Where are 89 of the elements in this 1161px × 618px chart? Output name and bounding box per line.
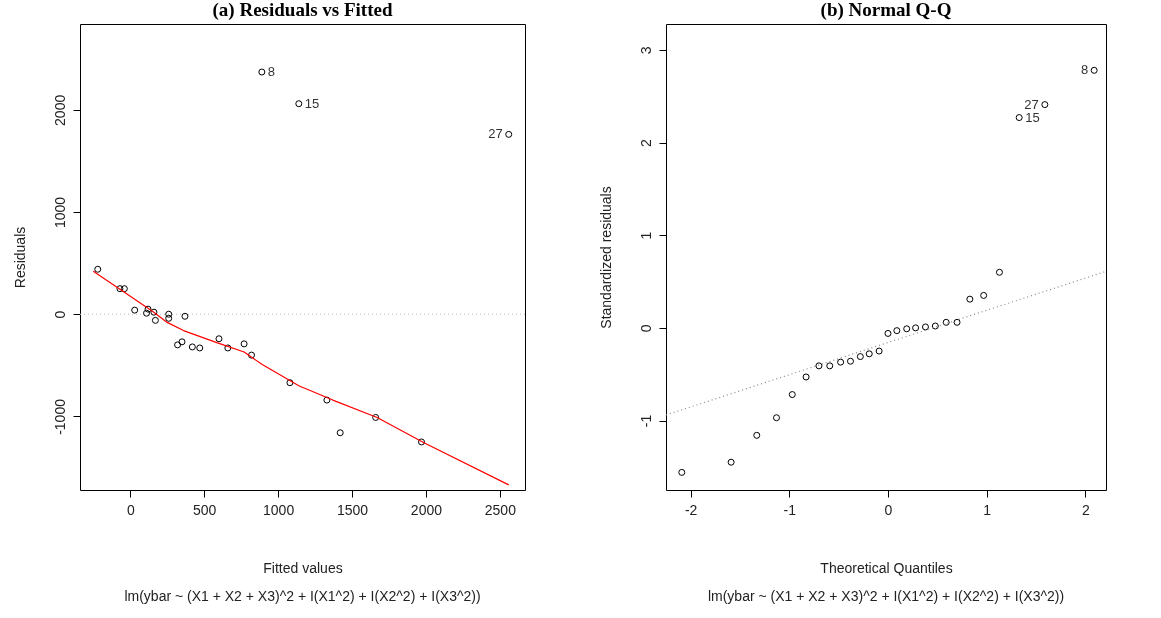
point xyxy=(215,335,223,343)
point xyxy=(94,265,102,273)
point xyxy=(815,362,823,370)
point xyxy=(980,291,988,299)
annotation: 8 xyxy=(267,64,276,80)
point xyxy=(1015,114,1023,122)
y-tick-label: 1 xyxy=(637,231,654,240)
point xyxy=(772,414,780,422)
point xyxy=(865,350,873,358)
x-tick-label: 1500 xyxy=(336,501,369,518)
annotation: 15 xyxy=(304,95,320,111)
y-tick-label: 0 xyxy=(637,324,654,333)
point xyxy=(120,285,128,293)
point xyxy=(174,341,182,349)
point xyxy=(826,362,834,370)
point xyxy=(336,429,344,437)
x-tick-label: 500 xyxy=(193,501,217,518)
y-axis-title: Residuals xyxy=(11,226,28,289)
y-tick-label: 0 xyxy=(51,310,68,319)
y-tick-label: 2 xyxy=(637,138,654,147)
x-tick-label: -1 xyxy=(783,501,797,518)
point xyxy=(116,285,124,293)
point xyxy=(372,413,380,421)
point xyxy=(995,268,1003,276)
text: lm(ybar ~ (X1 + X2 + X3)^2 + I(X1^2) + I(X2^2) + I(X3^2)) xyxy=(124,588,481,604)
chart-title: (b) Normal Q-Q xyxy=(820,0,952,21)
point xyxy=(802,373,810,381)
text: lm(ybar ~ (X1 + X2 + X3)^2 + I(X1^2) + I(X2^2) + I(X3^2)) xyxy=(707,588,1065,604)
y-tick-label: -1 xyxy=(637,414,654,428)
point xyxy=(418,438,426,446)
point xyxy=(942,318,950,326)
point xyxy=(678,468,686,476)
point xyxy=(893,327,901,335)
y-tick-label: 1000 xyxy=(51,196,68,229)
point xyxy=(727,458,735,466)
point xyxy=(248,351,255,359)
point xyxy=(912,324,920,332)
x-tick-label: 2 xyxy=(1081,501,1090,518)
point xyxy=(295,100,303,108)
annotation: 8 xyxy=(1080,62,1089,78)
point xyxy=(196,344,204,352)
point xyxy=(240,340,248,348)
x-axis-title: Theoretical Quantiles xyxy=(820,559,953,576)
point xyxy=(181,312,189,320)
x-tick-label: 2000 xyxy=(410,501,443,518)
point xyxy=(178,338,186,346)
x-tick-label: 1 xyxy=(983,501,992,518)
point xyxy=(788,391,796,399)
point xyxy=(1090,66,1098,74)
point xyxy=(258,68,266,76)
point xyxy=(144,305,152,313)
x-tick-label: 0 xyxy=(126,501,135,518)
x-tick-label: 2500 xyxy=(484,501,517,518)
y-tick-label: 2000 xyxy=(51,94,68,126)
annotation: 27 xyxy=(1024,96,1039,112)
point xyxy=(505,130,513,138)
point xyxy=(931,322,939,330)
point xyxy=(837,358,845,366)
x-tick-label: 1000 xyxy=(263,501,295,518)
point xyxy=(151,316,159,324)
point xyxy=(846,357,854,365)
y-tick-label: -1000 xyxy=(51,398,68,435)
point xyxy=(165,310,173,318)
point xyxy=(224,344,232,352)
point xyxy=(1041,101,1049,109)
point xyxy=(143,309,151,317)
point xyxy=(165,314,173,322)
point xyxy=(753,431,761,439)
x-tick-label: 0 xyxy=(884,501,893,518)
y-tick-label: 3 xyxy=(637,46,654,55)
line-series xyxy=(92,270,510,486)
point xyxy=(921,323,929,331)
point xyxy=(884,329,892,337)
x-tick-label: -2 xyxy=(684,501,698,518)
annotation: 15 xyxy=(1025,109,1040,125)
x-axis-title: Fitted values xyxy=(263,559,343,576)
point xyxy=(903,325,911,333)
point xyxy=(856,353,864,361)
point xyxy=(188,343,196,351)
y-axis-title: Standardized residuals xyxy=(597,186,614,329)
point xyxy=(323,396,331,404)
point xyxy=(875,347,883,355)
chart-title: (a) Residuals vs Fitted xyxy=(212,0,393,21)
point xyxy=(953,318,961,326)
point xyxy=(131,306,139,314)
annotation: 27 xyxy=(488,126,503,142)
point xyxy=(966,295,974,303)
point xyxy=(150,308,158,316)
point xyxy=(286,379,294,387)
